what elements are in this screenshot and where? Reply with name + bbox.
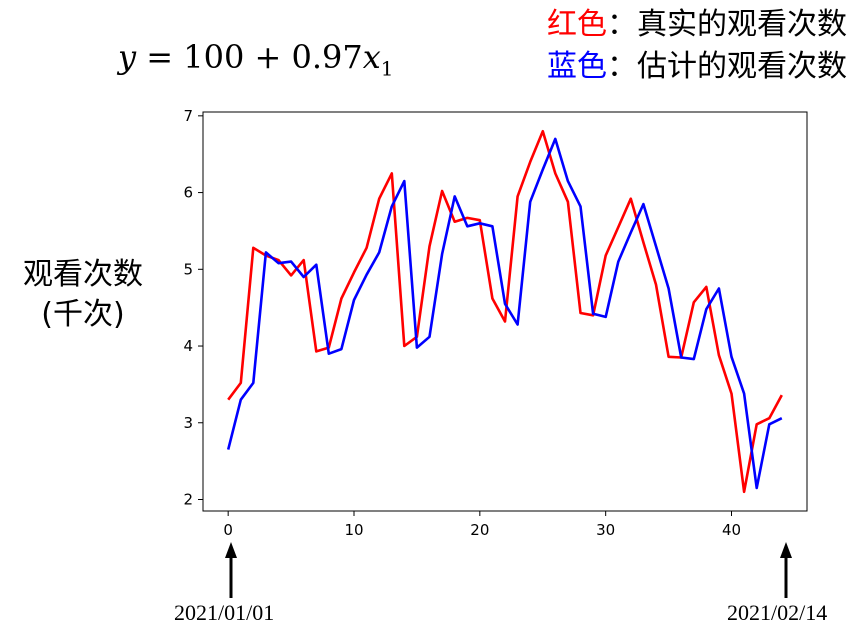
y-tick-label: 2 xyxy=(183,490,193,508)
start-date-label: 2021/01/01 xyxy=(174,600,275,625)
legend-item-estimated: 蓝色：估计的观看次数 xyxy=(547,46,847,88)
y-tick-label: 5 xyxy=(183,260,193,278)
y-tick-label: 3 xyxy=(183,414,193,432)
series-line-actual xyxy=(227,129,783,494)
legend-text-estimated: 估计的观看次数 xyxy=(637,49,847,84)
plot-frame xyxy=(202,111,808,512)
x-tick-label: 10 xyxy=(344,521,363,539)
y-axis-label-line2: (千次) xyxy=(41,297,125,332)
x-tick-label: 30 xyxy=(596,521,615,539)
y-tick-label: 4 xyxy=(183,337,193,355)
end-arrow-head xyxy=(780,542,792,558)
legend-text-actual: 真实的观看次数 xyxy=(637,7,847,42)
legend-item-actual: 红色：真实的观看次数 xyxy=(547,4,847,46)
x-tick-label: 20 xyxy=(470,521,489,539)
y-tick-label: 7 xyxy=(183,107,193,125)
legend-colon-actual: ： xyxy=(607,7,637,42)
formula-x: x xyxy=(362,38,381,76)
regression-formula: y = 100 + 0.97x1 xyxy=(118,38,394,80)
y-axis-label: 观看次数 (千次) xyxy=(8,255,158,335)
x-tick-label: 40 xyxy=(722,521,741,539)
formula-subscript: 1 xyxy=(380,56,394,81)
start-arrow-head xyxy=(225,542,237,558)
y-tick-label: 6 xyxy=(183,184,193,202)
end-date-label: 2021/02/14 xyxy=(727,600,828,625)
series-line-estimated xyxy=(226,137,783,490)
x-tick-label: 0 xyxy=(223,521,233,539)
y-axis-label-line1: 观看次数 xyxy=(23,257,143,292)
legend-key-actual: 红色 xyxy=(547,7,607,42)
legend-key-estimated: 蓝色 xyxy=(547,49,607,84)
legend-colon-estimated: ： xyxy=(607,49,637,84)
legend: 红色：真实的观看次数 蓝色：估计的观看次数 xyxy=(547,4,847,88)
formula-equation: = 100 + 0.97 xyxy=(136,38,363,76)
formula-y: y xyxy=(118,38,137,76)
